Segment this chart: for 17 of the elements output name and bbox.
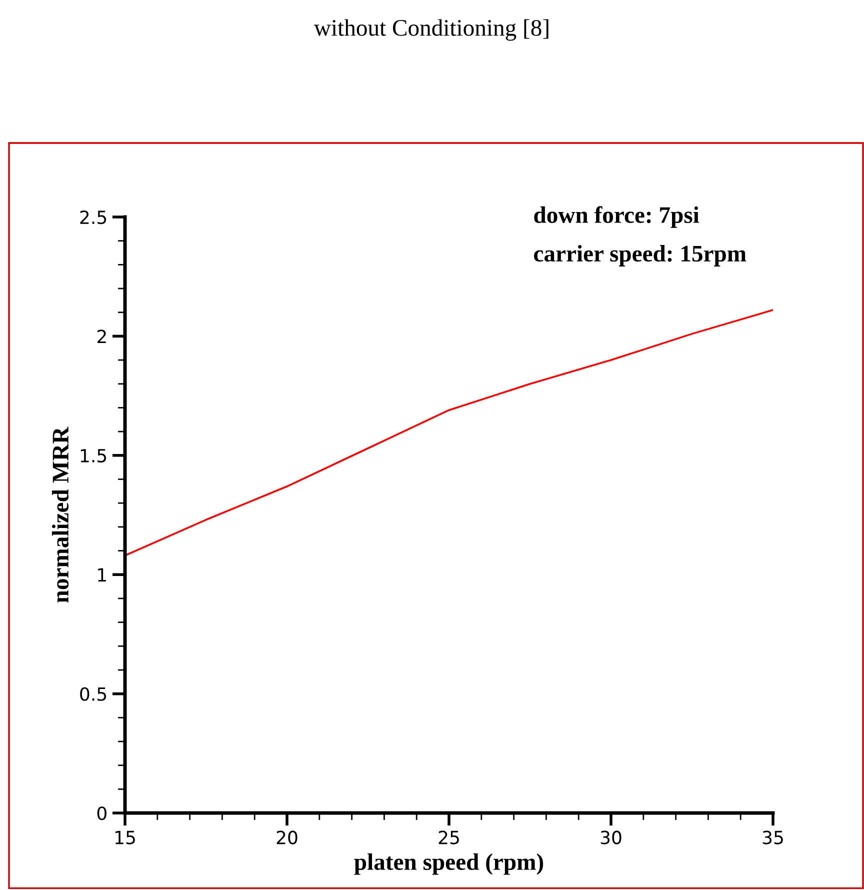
y-tick-label: 0 [97,806,106,820]
y-tick-label: 1.5 [80,449,106,463]
x-tick-label: 20 [276,830,298,844]
x-tick-label: 35 [762,830,783,844]
annotation: carrier speed: 15rpm [534,245,746,266]
line-series [125,309,773,556]
x-tick-label: 30 [600,830,622,844]
y-tick-label: 2.5 [80,210,106,224]
y-axis-title: normalized MRR [52,426,69,603]
y-tick-label: 2 [97,330,106,344]
y-tick-label: 0.5 [80,687,106,701]
annotation: down force: 7psi [534,206,700,228]
x-axis-title: platen speed (rpm) [354,853,544,875]
y-tick-label: 1 [98,568,106,582]
x-tick-label: 25 [438,830,459,844]
x-tick-label: 15 [115,830,135,844]
chart-title: without Conditioning [8] [314,19,548,41]
